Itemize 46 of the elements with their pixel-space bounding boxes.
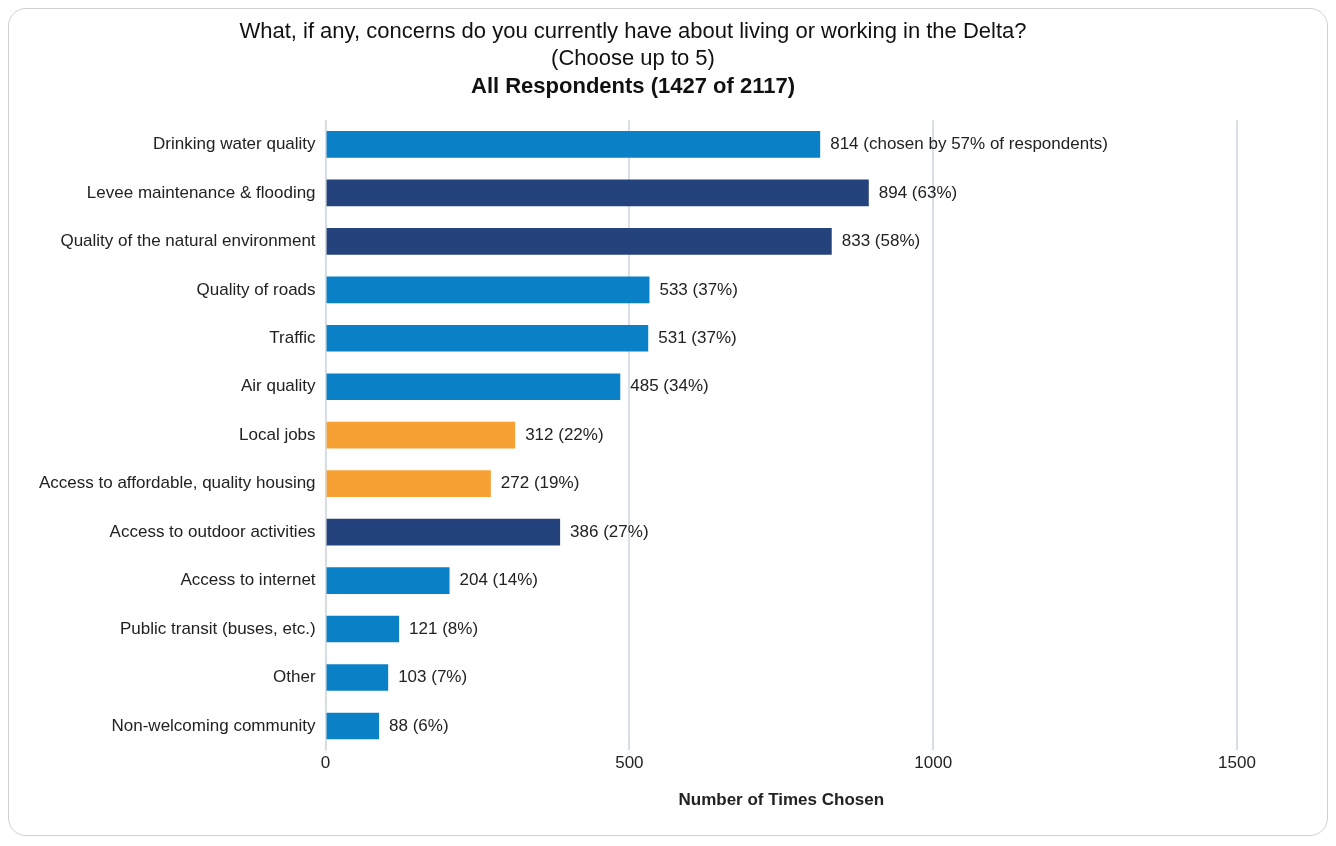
bar	[326, 324, 649, 352]
chart-title: What, if any, concerns do you currently have about living or working in the Delta? (Choose up to 5)	[239, 18, 1027, 70]
data-label: 312 (22%)	[525, 424, 604, 444]
x-tick-label: 1000	[914, 753, 953, 773]
bar	[326, 373, 621, 401]
bar	[326, 712, 380, 740]
data-label: 204 (14%)	[459, 570, 538, 590]
chart-subtitle: All Respondents (1427 of 2117)	[471, 73, 795, 99]
y-tick-label: Access to internet	[180, 570, 316, 590]
bar	[326, 179, 869, 207]
y-tick-label: Levee maintenance & flooding	[86, 182, 316, 202]
y-tick-label: Quality of the natural environment	[60, 231, 316, 251]
data-label: 272 (19%)	[500, 473, 580, 493]
data-label: 88 (6%)	[389, 715, 449, 735]
x-tick-label: 0	[320, 753, 331, 773]
bar	[326, 615, 400, 643]
data-label: 103 (7%)	[398, 667, 468, 687]
bar	[326, 567, 450, 594]
bar	[326, 518, 561, 546]
bar	[326, 664, 389, 691]
y-tick-label: Non-welcoming community	[111, 715, 317, 735]
y-tick-label: Air quality	[240, 376, 317, 396]
y-tick-label: Local jobs	[239, 424, 316, 444]
bar	[326, 470, 491, 497]
data-label: 814 (chosen by 57% of respondents)	[830, 134, 1109, 154]
data-label: 485 (34%)	[630, 376, 709, 396]
x-axis-title: Number of Times Chosen	[678, 790, 885, 810]
y-tick-label: Access to outdoor activities	[109, 521, 316, 541]
x-tick-label: 500	[615, 753, 644, 773]
data-label: 121 (8%)	[409, 618, 479, 638]
data-label: 833 (58%)	[841, 231, 921, 251]
data-label: 894 (63%)	[878, 182, 958, 202]
data-label: 386 (27%)	[570, 521, 649, 541]
bar	[326, 131, 821, 158]
y-tick-label: Drinking water quality	[153, 134, 317, 154]
y-tick-label: Quality of roads	[196, 279, 316, 299]
y-tick-label: Other	[273, 667, 316, 687]
bar	[326, 276, 650, 304]
data-label: 531 (37%)	[658, 327, 737, 347]
y-tick-label: Traffic	[269, 327, 317, 347]
data-label: 533 (37%)	[659, 279, 738, 299]
bar	[326, 228, 832, 255]
y-tick-label: Public transit (buses, etc.)	[120, 618, 316, 638]
bar	[326, 421, 516, 449]
y-tick-label: Access to affordable, quality housing	[38, 473, 316, 493]
x-tick-label: 1500	[1218, 753, 1256, 773]
